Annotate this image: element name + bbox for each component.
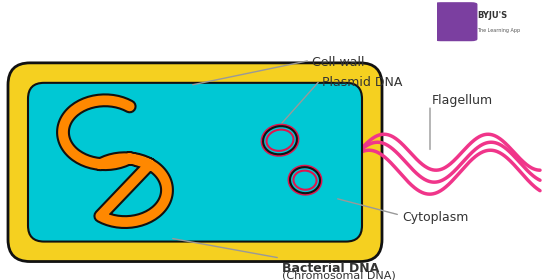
- Text: Cell wall: Cell wall: [312, 56, 365, 69]
- Text: BYJU'S: BYJU'S: [478, 11, 507, 20]
- Text: STRUCTURE OF A BACTERIA: STRUCTURE OF A BACTERIA: [17, 15, 255, 30]
- FancyBboxPatch shape: [435, 2, 478, 41]
- Text: The Learning App: The Learning App: [478, 28, 521, 33]
- FancyBboxPatch shape: [8, 63, 382, 262]
- Text: Cytoplasm: Cytoplasm: [402, 211, 468, 224]
- Text: Plasmid DNA: Plasmid DNA: [322, 76, 403, 89]
- Text: Flagellum: Flagellum: [432, 94, 493, 107]
- Text: Bacterial DNA: Bacterial DNA: [282, 262, 379, 275]
- FancyBboxPatch shape: [28, 83, 362, 242]
- Text: (Chromosomal DNA): (Chromosomal DNA): [282, 270, 396, 280]
